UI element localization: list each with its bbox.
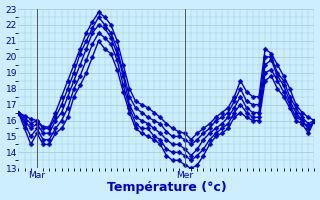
X-axis label: Température (°c): Température (°c): [107, 181, 226, 194]
